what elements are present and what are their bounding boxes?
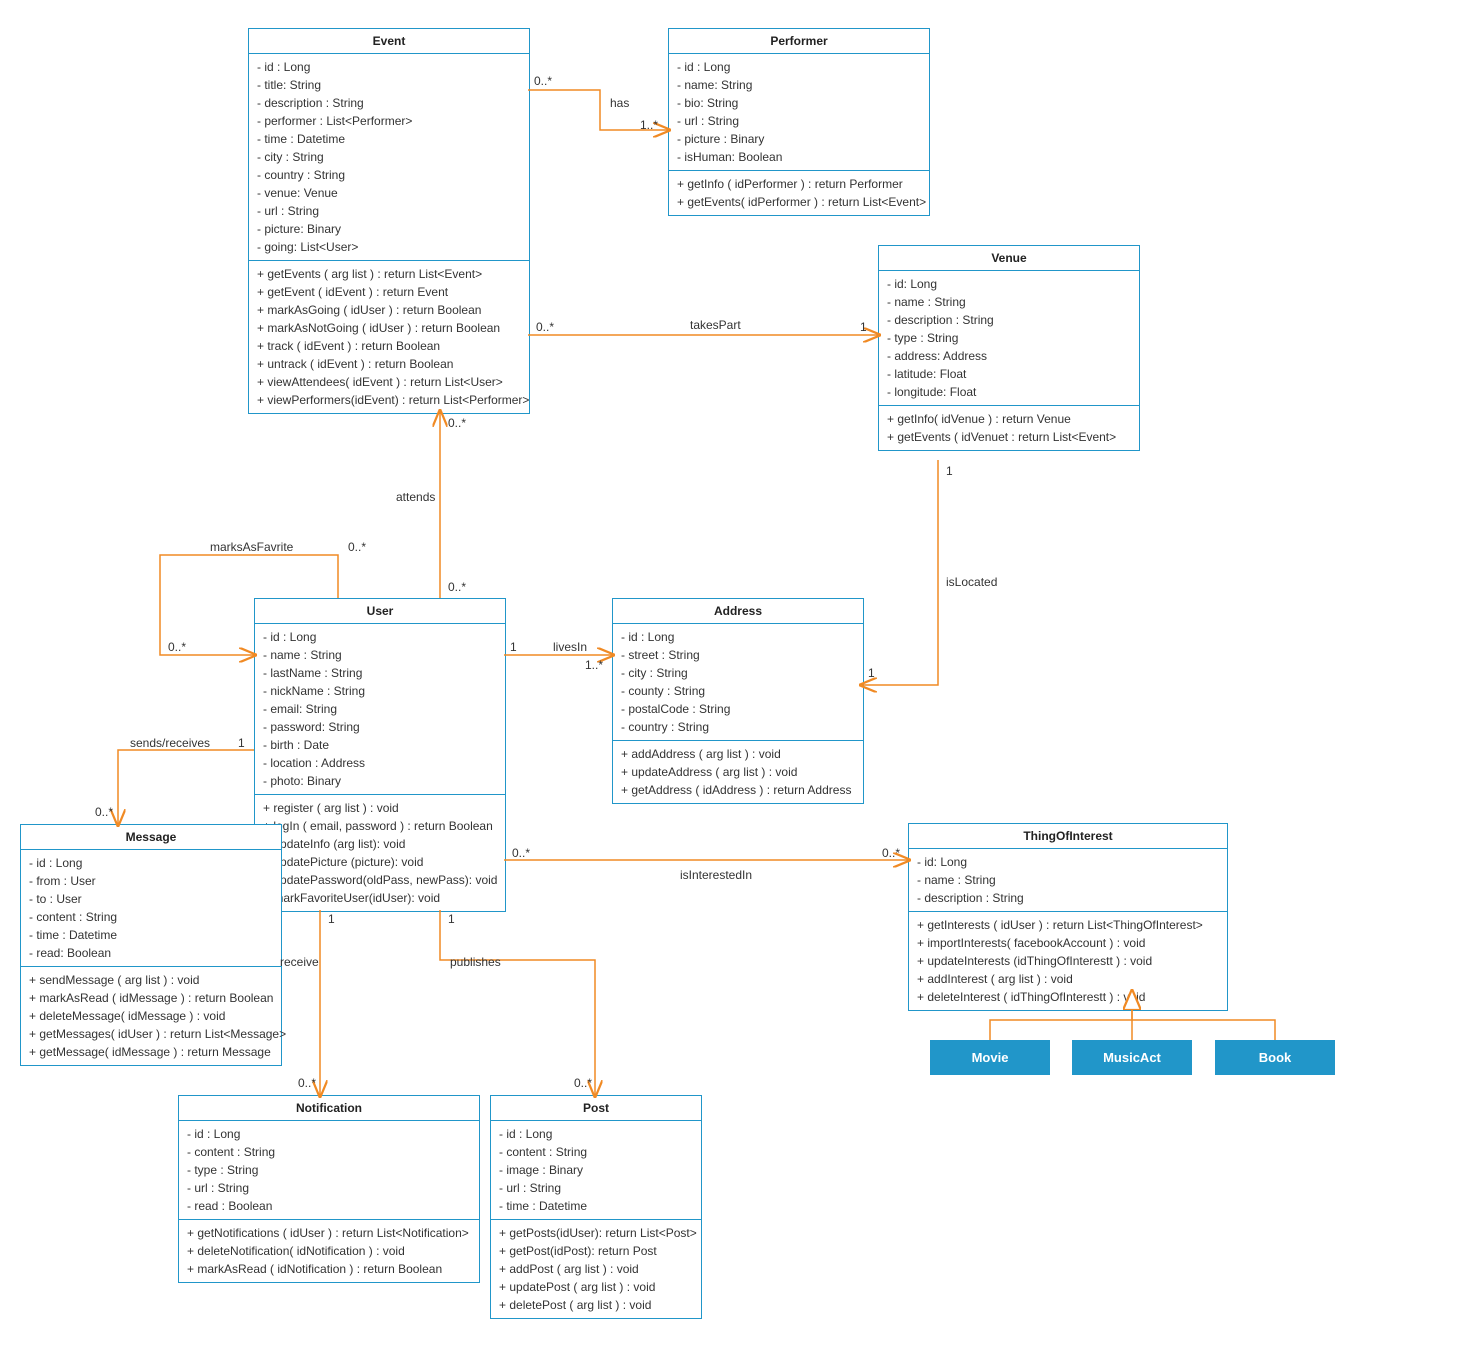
mult-fav-2: 0..* — [168, 640, 186, 654]
class-performer: Performer - id : Long- name: String- bio… — [668, 28, 930, 216]
attrs-message: - id : Long- from : User- to : User- con… — [21, 850, 281, 967]
class-title: Post — [491, 1096, 701, 1121]
subclass-book: Book — [1215, 1040, 1335, 1075]
class-title: Notification — [179, 1096, 479, 1121]
class-notification: Notification - id : Long- content : Stri… — [178, 1095, 480, 1283]
mult-takespart-1: 0..* — [536, 320, 554, 334]
class-post: Post - id : Long- content : String- imag… — [490, 1095, 702, 1319]
attrs-performer: - id : Long- name: String- bio: String- … — [669, 54, 929, 171]
attrs-address: - id : Long- street : String- city : Str… — [613, 624, 863, 741]
label-islocated: isLocated — [946, 575, 997, 589]
mult-interestedin-1: 0..* — [512, 846, 530, 860]
ops-message: + sendMessage ( arg list ) : void+ markA… — [21, 967, 281, 1065]
class-title: Venue — [879, 246, 1139, 271]
attrs-event: - id : Long- title: String- description … — [249, 54, 529, 261]
label-has: has — [610, 96, 629, 110]
label-publishes: publishes — [450, 955, 501, 969]
label-receive: receive — [280, 955, 319, 969]
class-title: Message — [21, 825, 281, 850]
ops-user: + register ( arg list ) : void+ logIn ( … — [255, 795, 505, 911]
class-title: Address — [613, 599, 863, 624]
attrs-venue: - id: Long- name : String- description :… — [879, 271, 1139, 406]
mult-attends-2: 0..* — [448, 580, 466, 594]
mult-has-1: 0..* — [534, 74, 552, 88]
mult-livesin-1: 1 — [510, 640, 517, 654]
attrs-notification: - id : Long- content : String- type : St… — [179, 1121, 479, 1220]
ops-thing: + getInterests ( idUser ) : return List<… — [909, 912, 1227, 1010]
label-fav: marksAsFavrite — [210, 540, 293, 554]
mult-has-2: 1..* — [640, 118, 658, 132]
mult-receive-2: 0..* — [298, 1076, 316, 1090]
ops-performer: + getInfo ( idPerformer ) : return Perfo… — [669, 171, 929, 215]
ops-address: + addAddress ( arg list ) : void+ update… — [613, 741, 863, 803]
label-takespart: takesPart — [690, 318, 741, 332]
attrs-user: - id : Long- name : String- lastName : S… — [255, 624, 505, 795]
mult-islocated-1: 1 — [946, 464, 953, 478]
mult-sendrecv-2: 0..* — [95, 805, 113, 819]
ops-notification: + getNotifications ( idUser ) : return L… — [179, 1220, 479, 1282]
ops-venue: + getInfo( idVenue ) : return Venue+ get… — [879, 406, 1139, 450]
mult-fav-1: 0..* — [348, 540, 366, 554]
class-address: Address - id : Long- street : String- ci… — [612, 598, 864, 804]
label-attends: attends — [396, 490, 435, 504]
class-thing: ThingOfInterest - id: Long- name : Strin… — [908, 823, 1228, 1011]
mult-receive-1: 1 — [328, 912, 335, 926]
label-livesin: livesIn — [553, 640, 587, 654]
class-title: Performer — [669, 29, 929, 54]
class-event: Event - id : Long- title: String- descri… — [248, 28, 530, 414]
ops-post: + getPosts(idUser): return List<Post>+ g… — [491, 1220, 701, 1318]
subclass-movie: Movie — [930, 1040, 1050, 1075]
label-interestedin: isInterestedIn — [680, 868, 752, 882]
mult-interestedin-2: 0..* — [882, 846, 900, 860]
class-user: User - id : Long- name : String- lastNam… — [254, 598, 506, 912]
class-title: Event — [249, 29, 529, 54]
class-title: User — [255, 599, 505, 624]
attrs-post: - id : Long- content : String- image : B… — [491, 1121, 701, 1220]
class-title: ThingOfInterest — [909, 824, 1227, 849]
class-message: Message - id : Long- from : User- to : U… — [20, 824, 282, 1066]
attrs-thing: - id: Long- name : String- description :… — [909, 849, 1227, 912]
subclass-musicact: MusicAct — [1072, 1040, 1192, 1075]
mult-publishes-2: 0..* — [574, 1076, 592, 1090]
ops-event: + getEvents ( arg list ) : return List<E… — [249, 261, 529, 413]
mult-islocated-2: 1 — [868, 666, 875, 680]
mult-livesin-2: 1..* — [585, 658, 603, 672]
mult-publishes-1: 1 — [448, 912, 455, 926]
label-sendrecv: sends/receives — [130, 736, 210, 750]
class-venue: Venue - id: Long- name : String- descrip… — [878, 245, 1140, 451]
mult-attends-1: 0..* — [448, 416, 466, 430]
mult-takespart-2: 1 — [860, 320, 867, 334]
mult-sendrecv-1: 1 — [238, 736, 245, 750]
